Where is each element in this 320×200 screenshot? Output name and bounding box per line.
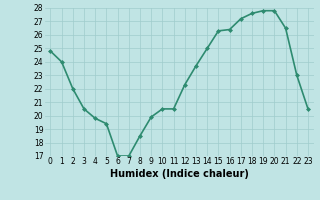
X-axis label: Humidex (Indice chaleur): Humidex (Indice chaleur)	[110, 169, 249, 179]
